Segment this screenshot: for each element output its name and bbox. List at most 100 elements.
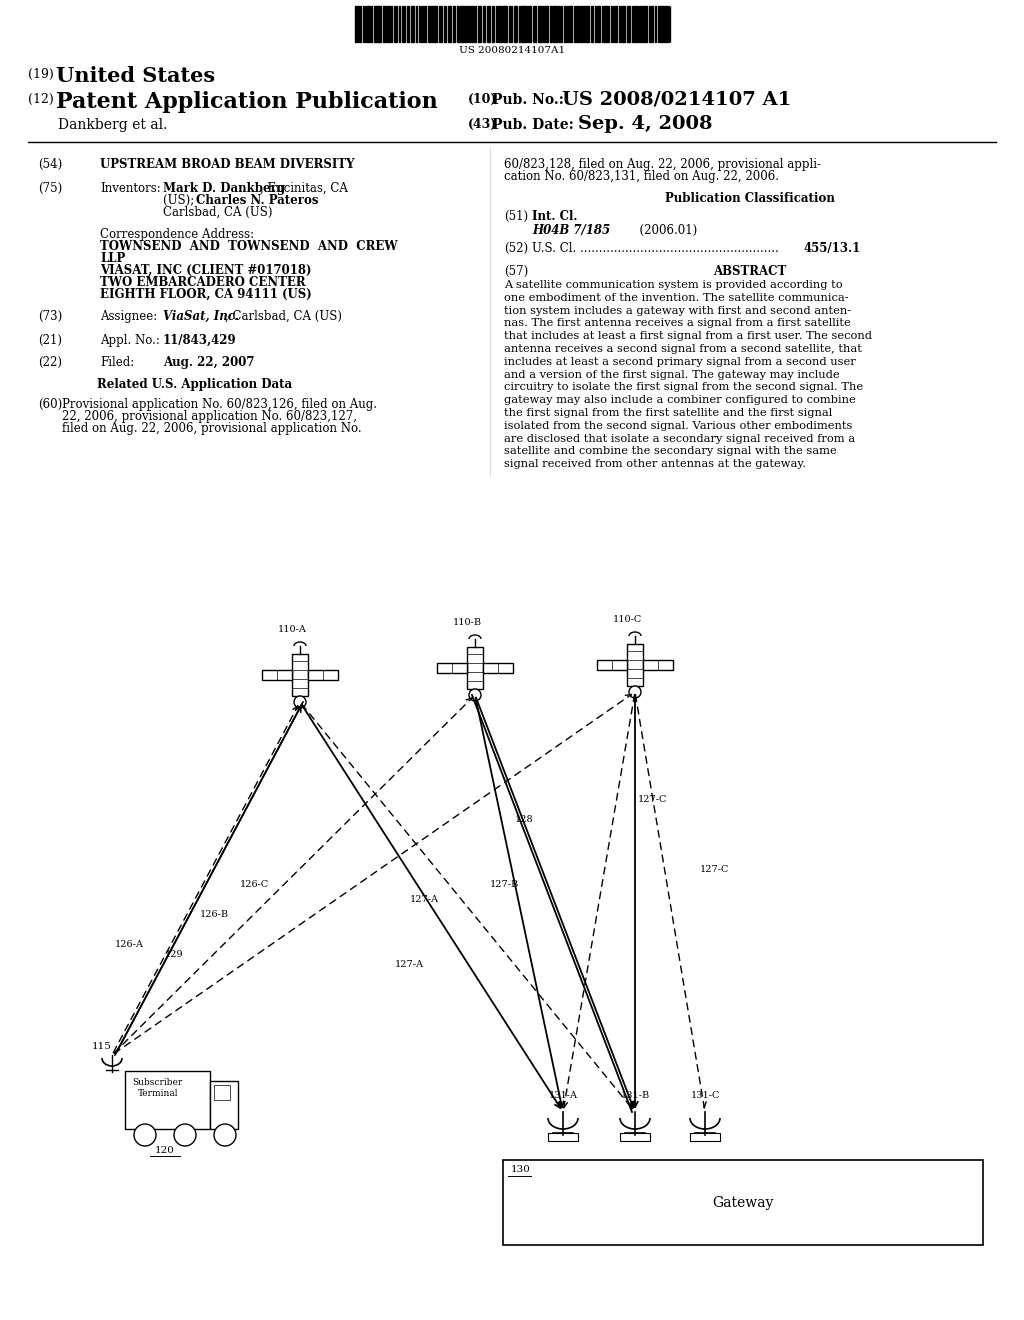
Bar [514,7,517,42]
Bar [469,7,471,42]
Text: 127-C: 127-C [700,865,729,874]
Text: Carlsbad, CA (US): Carlsbad, CA (US) [163,206,272,219]
Bar [655,7,656,42]
Text: signal received from other antennas at the gateway.: signal received from other antennas at t… [504,459,806,469]
Text: Dankberg et al.: Dankberg et al. [58,117,167,132]
Text: one embodiment of the invention. The satellite communica-: one embodiment of the invention. The sat… [504,293,849,302]
Bar [423,7,424,42]
Bar [595,7,596,42]
Bar [665,7,668,42]
Text: (19): (19) [28,69,53,81]
Text: U.S. Cl. .....................................................: U.S. Cl. ...............................… [532,242,778,255]
Text: tion system includes a gateway with first and second anten-: tion system includes a gateway with firs… [504,306,851,315]
Text: (21): (21) [38,334,62,347]
Text: the first signal from the first satellite and the first signal: the first signal from the first satellit… [504,408,833,418]
Text: Filed:: Filed: [100,356,134,370]
Text: A satellite communication system is provided according to: A satellite communication system is prov… [504,280,843,290]
Bar [504,7,507,42]
Bar [638,7,639,42]
Text: nas. The first antenna receives a signal from a first satellite: nas. The first antenna receives a signal… [504,318,851,329]
Text: TOWNSEND  AND  TOWNSEND  AND  CREW: TOWNSEND AND TOWNSEND AND CREW [100,240,397,253]
Bar [404,7,406,42]
Circle shape [469,689,481,701]
Bar [567,7,568,42]
Bar [628,7,630,42]
Bar [399,7,400,42]
Bar [547,7,548,42]
Text: 127-C: 127-C [638,795,668,804]
Text: 60/823,128, filed on Aug. 22, 2006, provisional appli-: 60/823,128, filed on Aug. 22, 2006, prov… [504,158,821,172]
Circle shape [629,686,641,698]
Text: (43): (43) [468,117,498,131]
Text: Pub. Date:: Pub. Date: [492,117,573,132]
Text: (54): (54) [38,158,62,172]
Text: Inventors:: Inventors: [100,182,161,195]
Text: (51): (51) [504,210,528,223]
Text: circuitry to isolate the first signal from the second signal. The: circuitry to isolate the first signal fr… [504,383,863,392]
Bar [497,7,498,42]
Bar [262,671,292,680]
Text: (22): (22) [38,356,62,370]
Text: H04B 7/185: H04B 7/185 [532,224,610,238]
Bar [528,7,531,42]
Bar [355,7,356,42]
Bar [643,660,673,671]
Bar [643,7,644,42]
Bar [690,1133,720,1140]
Bar [421,7,422,42]
Bar [627,644,643,686]
Text: gateway may also include a combiner configured to combine: gateway may also include a combiner conf… [504,395,856,405]
Bar [411,7,414,42]
Bar [555,7,557,42]
Text: 115: 115 [92,1041,112,1051]
Bar [467,647,483,689]
Bar [378,7,381,42]
Bar [444,7,446,42]
Text: TWO EMBARCADERO CENTER: TWO EMBARCADERO CENTER [100,276,305,289]
Text: 22, 2006, provisional application No. 60/823,127,: 22, 2006, provisional application No. 60… [62,411,357,422]
Text: LLP: LLP [100,252,125,265]
Bar [292,653,308,696]
Bar [607,7,608,42]
Text: 128: 128 [515,814,534,824]
Bar [365,7,367,42]
Text: Charles N. Pateros: Charles N. Pateros [196,194,318,207]
Text: United States: United States [56,66,215,86]
Bar [548,1133,578,1140]
Text: 455/13.1: 455/13.1 [804,242,861,255]
Bar [544,7,545,42]
Bar [357,7,360,42]
Bar [461,7,464,42]
Bar [432,7,435,42]
Text: (US);: (US); [163,194,198,207]
Circle shape [174,1125,196,1146]
Text: antenna receives a second signal from a second satellite, that: antenna receives a second signal from a … [504,345,862,354]
Text: Assignee:: Assignee: [100,310,158,323]
Bar [503,1160,983,1245]
Bar [604,7,607,42]
Text: , Encinitas, CA: , Encinitas, CA [260,182,348,195]
Bar [649,7,650,42]
Text: US 20080214107A1: US 20080214107A1 [459,46,565,55]
Text: Patent Application Publication: Patent Application Publication [56,91,437,114]
Bar [640,7,642,42]
Text: Publication Classification: Publication Classification [665,191,835,205]
Circle shape [294,696,306,708]
Bar [524,7,526,42]
Bar [475,7,476,42]
Bar [569,7,572,42]
Bar [394,7,395,42]
Bar [620,1133,650,1140]
Bar [391,7,392,42]
Text: Correspondence Address:: Correspondence Address: [100,228,254,242]
Text: Related U.S. Application Data: Related U.S. Application Data [97,378,293,391]
Text: 131-A: 131-A [549,1092,578,1100]
Bar [584,7,585,42]
Text: Subscriber: Subscriber [132,1078,182,1086]
Text: 130: 130 [511,1166,530,1173]
Bar [396,7,397,42]
Bar [558,7,560,42]
Bar [588,7,589,42]
Bar [439,7,440,42]
Bar [669,7,670,42]
